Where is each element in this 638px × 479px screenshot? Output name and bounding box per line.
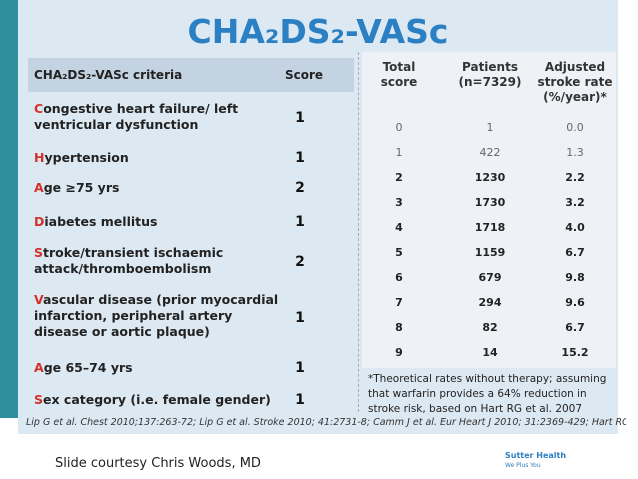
cell: 294 — [478, 296, 502, 309]
criterion: Diabetes mellitus — [34, 214, 158, 229]
title: CHA₂DS₂-VASc — [187, 12, 449, 51]
divider — [358, 52, 360, 412]
header: Patients (n=7329) — [458, 60, 522, 89]
criteria-header-band — [28, 58, 354, 92]
cell: 4 — [395, 221, 403, 234]
footnote: *Theoretical rates without therapy; assu… — [368, 373, 607, 415]
cell: 1159 — [474, 246, 506, 259]
side-strip — [0, 0, 18, 418]
cell: 0.0 — [566, 121, 584, 134]
score: 1 — [295, 360, 305, 376]
score: 2 — [295, 254, 305, 270]
cell: 1.3 — [566, 146, 584, 159]
cell: 1230 — [474, 171, 506, 184]
criterion: Age ≥75 yrs — [34, 180, 120, 195]
criterion: Congestive heart failure/ left ventricul… — [34, 101, 239, 132]
criterion: Hypertension — [34, 150, 129, 165]
cell: 6 — [395, 271, 403, 284]
cell: 9.8 — [565, 271, 585, 284]
cell: 8 — [395, 321, 403, 334]
cell: 7 — [395, 296, 403, 309]
criterion: Stroke/transient ischaemic attack/thromb… — [34, 245, 224, 276]
cell: 6.7 — [565, 321, 585, 334]
cell: 5 — [395, 246, 403, 259]
cell: 2 — [395, 171, 403, 184]
logo-name: Sutter Health — [505, 451, 567, 460]
cell: 0 — [395, 121, 403, 134]
cell: 1 — [486, 121, 494, 134]
header: Score — [285, 68, 324, 82]
score: 2 — [295, 180, 305, 196]
rate-table-bg — [362, 52, 616, 368]
cell: 15.2 — [561, 346, 589, 359]
cell: 82 — [482, 321, 498, 334]
score: 1 — [295, 214, 305, 230]
logo-tagline: We Plus You — [505, 462, 541, 469]
header: Total score — [380, 60, 418, 89]
cell: 422 — [479, 146, 501, 159]
criterion: Sex category (i.e. female gender) — [34, 392, 271, 407]
criterion: Age 65–74 yrs — [34, 360, 133, 375]
cell: 1730 — [474, 196, 506, 209]
cell: 3 — [395, 196, 403, 209]
cell: 1 — [395, 146, 403, 159]
credit: Slide courtesy Chris Woods, MD — [55, 456, 261, 471]
score: 1 — [295, 110, 305, 126]
score: 1 — [295, 392, 305, 408]
header: Adjusted stroke rate (%/year)* — [537, 60, 613, 104]
cell: 14 — [482, 346, 498, 359]
references: Lip G et al. Chest 2010;137:263-72; Lip … — [26, 417, 626, 428]
cell: 9.6 — [565, 296, 585, 309]
cell: 6.7 — [565, 246, 585, 259]
score: 1 — [295, 310, 305, 326]
score: 1 — [295, 150, 305, 166]
header: CHA₂DS₂-VASc criteria — [34, 68, 183, 82]
cell: 9 — [395, 346, 403, 359]
cell: 4.0 — [565, 221, 585, 234]
cell: 3.2 — [565, 196, 585, 209]
criterion: Vascular disease (prior myocardial infar… — [34, 292, 279, 339]
cell: 2.2 — [565, 171, 585, 184]
cell: 679 — [478, 271, 502, 284]
cell: 1718 — [474, 221, 506, 234]
